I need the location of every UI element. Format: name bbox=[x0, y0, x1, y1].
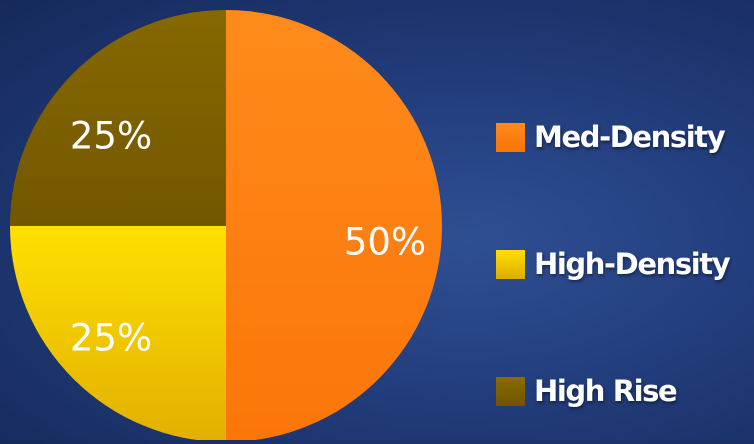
legend-swatch-high-density bbox=[496, 249, 525, 279]
data-label-high-rise: 25% bbox=[70, 115, 152, 158]
legend-label-high-rise: High Rise bbox=[534, 374, 678, 408]
pie-slice-high-rise bbox=[10, 10, 226, 226]
legend-item-high-density: High-Density bbox=[496, 244, 731, 284]
pie-slice-high-density bbox=[10, 226, 226, 442]
data-label-high-density: 25% bbox=[70, 317, 152, 360]
legend-label-med-density: Med-Density bbox=[534, 120, 726, 154]
pie-slices bbox=[10, 10, 442, 442]
legend-label-high-density: High-Density bbox=[534, 247, 731, 281]
legend-swatch-high-rise bbox=[496, 376, 525, 406]
chart-legend: Med-Density High-Density High Rise bbox=[496, 0, 754, 440]
legend-swatch-med-density bbox=[496, 122, 525, 152]
legend-item-high-rise: High Rise bbox=[496, 371, 678, 411]
pie-slice-med-density bbox=[226, 10, 442, 442]
data-label-med-density: 50% bbox=[344, 221, 426, 264]
legend-item-med-density: Med-Density bbox=[496, 117, 726, 157]
pie-data-labels: 50% 25% 25% bbox=[70, 115, 426, 360]
